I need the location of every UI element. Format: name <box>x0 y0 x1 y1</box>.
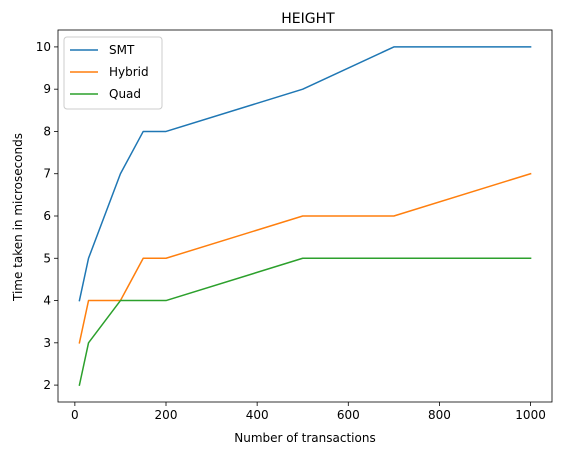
series-line-smt <box>78 46 532 302</box>
x-axis-label: Number of transactions <box>234 431 375 445</box>
x-tick-label: 0 <box>71 408 79 422</box>
y-axis-label: Time taken in microseconds <box>11 133 25 302</box>
axes: 0 200 400 600 800 1000 2 3 4 5 6 7 8 9 10 <box>36 29 553 422</box>
chart-title: HEIGHT <box>281 11 335 27</box>
y-tick-label: 7 <box>43 167 51 181</box>
legend-label-smt: SMT <box>109 43 135 57</box>
y-tick-label: 8 <box>43 124 51 138</box>
y-tick-label: 6 <box>43 209 51 223</box>
y-tick-label: 5 <box>43 251 51 265</box>
legend-box <box>63 36 163 110</box>
y-tick-label: 9 <box>43 82 51 96</box>
series-line-quad <box>78 257 532 386</box>
x-tick-label: 200 <box>155 408 178 422</box>
x-tick-label: 1000 <box>515 408 546 422</box>
x-tick-label: 800 <box>428 408 451 422</box>
plot-area <box>78 46 532 386</box>
y-tick-label: 2 <box>43 378 51 392</box>
legend: SMT Hybrid Quad <box>63 36 163 110</box>
series-line-hybrid <box>78 172 532 344</box>
x-tick-label: 600 <box>337 408 360 422</box>
y-tick-label: 4 <box>43 294 51 308</box>
y-tick-label: 3 <box>43 336 51 350</box>
y-tick-label: 10 <box>36 40 51 54</box>
legend-label-hybrid: Hybrid <box>109 65 149 79</box>
x-tick-label: 400 <box>246 408 269 422</box>
legend-label-quad: Quad <box>109 87 141 101</box>
